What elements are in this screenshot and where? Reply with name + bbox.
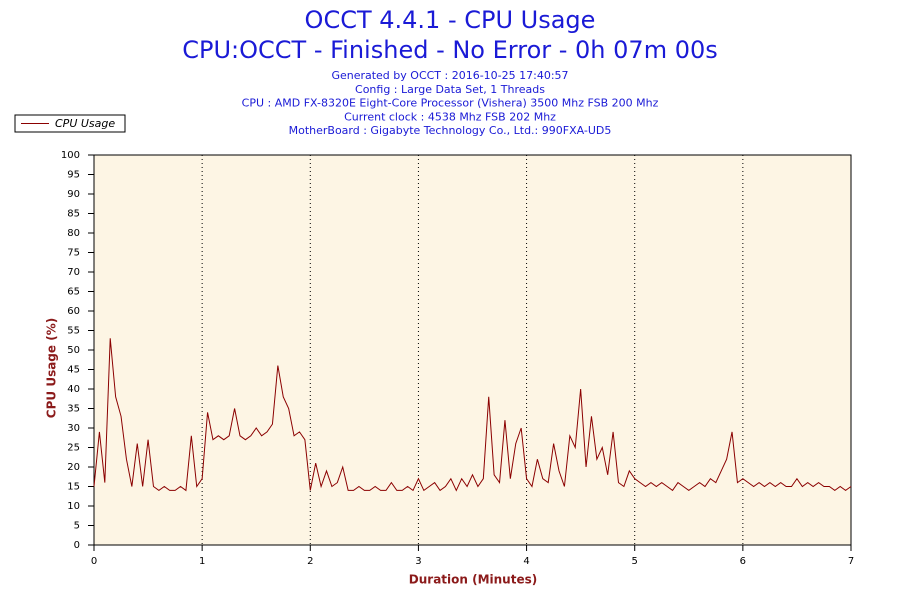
y-tick-label: 95 (67, 170, 80, 181)
y-tick-label: 25 (67, 443, 80, 454)
y-tick-label: 5 (74, 521, 80, 532)
x-tick-label: 5 (632, 556, 638, 567)
y-tick-label: 65 (67, 287, 80, 298)
y-tick-label: 55 (67, 326, 80, 337)
y-tick-label: 35 (67, 404, 80, 415)
info-line: CPU : AMD FX-8320E Eight-Core Processor … (242, 97, 659, 110)
y-tick-label: 30 (67, 423, 80, 434)
info-line: Generated by OCCT : 2016-10-25 17:40:57 (331, 69, 568, 82)
legend-box (14, 114, 126, 133)
y-tick-label: 85 (67, 209, 80, 220)
data-line (93, 338, 852, 492)
info-line: MotherBoard : Gigabyte Technology Co., L… (289, 124, 612, 137)
info-line: Current clock : 4538 Mhz FSB 202 Mhz (344, 110, 556, 123)
plot-frame (93, 154, 852, 546)
y-tick-label: 10 (67, 501, 80, 512)
chart-subtitle: CPU:OCCT - Finished - No Error - 0h 07m … (182, 36, 718, 64)
plot-area (94, 155, 851, 545)
y-tick-label: 20 (67, 462, 80, 473)
y-tick-label: 75 (67, 248, 80, 259)
chart-title: OCCT 4.4.1 - CPU Usage (305, 6, 596, 34)
y-tick-label: 0 (74, 540, 80, 551)
x-tick-label: 1 (199, 556, 205, 567)
legend-label: CPU Usage (55, 117, 115, 130)
y-tick-label: 70 (67, 267, 80, 278)
info-line: Config : Large Data Set, 1 Threads (355, 83, 545, 96)
y-tick-label: 100 (61, 150, 80, 161)
y-tick-label: 40 (67, 384, 80, 395)
y-tick-label: 60 (67, 306, 80, 317)
x-tick-label: 2 (307, 556, 313, 567)
x-tick-label: 3 (415, 556, 421, 567)
y-tick-label: 50 (67, 345, 80, 356)
y-tick-label: 45 (67, 365, 80, 376)
x-tick-label: 7 (848, 556, 854, 567)
y-axis-label: CPU Usage (%) (45, 318, 59, 418)
x-axis-label: Duration (Minutes) (409, 573, 537, 587)
x-tick-label: 6 (740, 556, 746, 567)
y-tick-label: 90 (67, 189, 80, 200)
y-tick-label: 80 (67, 228, 80, 239)
x-tick-label: 4 (523, 556, 529, 567)
x-tick-label: 0 (91, 556, 97, 567)
y-tick-label: 15 (67, 482, 80, 493)
